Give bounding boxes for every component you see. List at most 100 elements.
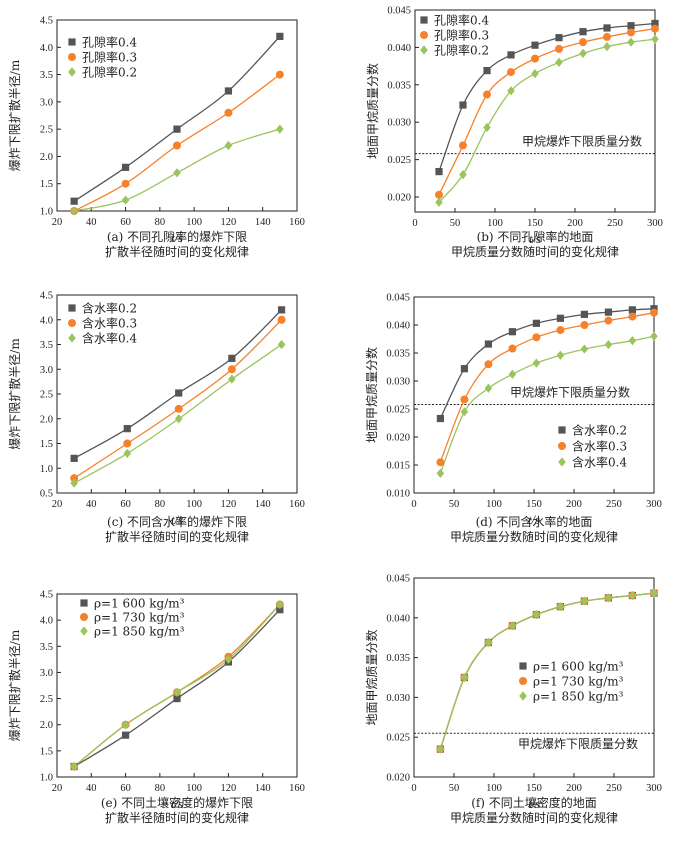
legend-marker-0 <box>558 426 566 434</box>
data-point-s0-1 <box>121 731 130 739</box>
x-tick-label: 100 <box>186 499 202 510</box>
y-tick-label: 3.5 <box>40 642 53 653</box>
data-point-s1-7 <box>604 316 613 325</box>
data-point-s2-2 <box>484 383 493 393</box>
x-tick-label: 80 <box>155 499 166 510</box>
legend-entry-1: ρ=1 730 kg/m³ <box>94 611 185 625</box>
y-tick-label: 0.015 <box>386 461 410 472</box>
y-tick-label: 0.030 <box>386 377 410 388</box>
legend-marker-0 <box>420 16 428 24</box>
chart-panel-4: 20 40 60 80 100 120 140 160 1.0 1.5 2.0 2.5 3.0 3.5 4.… <box>7 590 305 826</box>
threshold-label: 甲烷爆炸下限质量分数 <box>510 385 630 400</box>
legend-marker-1 <box>80 613 88 621</box>
series-line-1 <box>439 312 655 463</box>
caption-line-0: (e) 不同土壤密度的爆炸下限 <box>101 795 253 810</box>
y-tick-label: 3.5 <box>40 340 53 351</box>
x-tick-label: 140 <box>255 217 271 228</box>
legend-entry-2: ρ=1 850 kg/m³ <box>533 690 624 704</box>
y-tick-label: 1.5 <box>40 179 53 190</box>
data-point-s0-1 <box>459 101 467 109</box>
caption-line-0: (c) 不同含水率的爆炸下限 <box>107 514 247 529</box>
legend-marker-2 <box>80 626 88 636</box>
x-tick-label: 50 <box>449 783 460 794</box>
data-point-s0-8 <box>627 22 635 30</box>
x-tick-label: 0 <box>411 499 416 510</box>
x-tick-label: 250 <box>606 783 622 794</box>
x-tick-label: 150 <box>527 218 543 229</box>
x-tick-label: 20 <box>52 217 63 228</box>
plot-frame <box>56 593 298 778</box>
data-point-s2-6 <box>580 596 589 606</box>
data-point-s2-5 <box>556 602 565 612</box>
data-point-s2-3 <box>224 140 233 151</box>
data-point-s0-3 <box>508 328 516 336</box>
x-tick-label: 100 <box>186 217 202 228</box>
data-point-s2-7 <box>603 42 611 52</box>
data-point-s1-5 <box>556 326 565 335</box>
x-tick-label: 60 <box>120 217 131 228</box>
data-point-s0-0 <box>436 414 444 423</box>
series-line-2 <box>73 343 282 484</box>
legend-entry-1: 孔隙率0.3 <box>82 50 137 65</box>
data-point-s0-0 <box>435 168 443 176</box>
y-tick-label: 0.045 <box>386 293 410 304</box>
x-tick-label: 200 <box>566 499 582 510</box>
x-tick-label: 200 <box>567 218 583 229</box>
x-tick-label: 160 <box>289 217 305 228</box>
y-tick-label: 4.5 <box>40 291 53 302</box>
legend-marker-2 <box>420 45 428 55</box>
data-point-s2-5 <box>556 350 565 360</box>
caption-line-1: 甲烷质量分数随时间的变化规律 <box>450 529 618 544</box>
data-point-s0-7 <box>603 24 611 32</box>
data-point-s2-1 <box>460 672 469 683</box>
x-tick-label: 160 <box>289 783 305 794</box>
x-tick-label: 150 <box>526 783 542 794</box>
data-point-s2-1 <box>121 720 130 730</box>
x-tick-label: 300 <box>646 783 662 794</box>
chart-panel-5: 0 50 100 150 200 250 300 0.020 0.025 0.030 0.035 0.… <box>364 574 662 826</box>
data-point-s2-1 <box>121 195 130 205</box>
data-point-s1-5 <box>555 44 563 53</box>
y-tick-label: 0.025 <box>387 155 411 166</box>
y-tick-label: 3.0 <box>40 97 53 108</box>
x-tick-label: 140 <box>255 499 271 510</box>
data-point-s2-2 <box>173 168 181 178</box>
data-point-s0-2 <box>173 125 181 133</box>
data-point-s1-9 <box>651 24 659 33</box>
data-point-s0-2 <box>484 340 492 348</box>
x-tick-label: 160 <box>289 499 305 510</box>
data-point-s0-0 <box>70 454 78 462</box>
data-point-s1-4 <box>275 70 284 79</box>
y-tick-label: 4.0 <box>40 315 53 326</box>
x-tick-label: 100 <box>186 783 202 794</box>
data-point-s1-4 <box>532 333 541 342</box>
y-tick-label: 2.0 <box>40 414 53 425</box>
x-tick-label: 50 <box>450 218 461 229</box>
legend-marker-1 <box>558 442 566 450</box>
y-axis-label: 地面甲烷质量分数 <box>365 63 380 159</box>
legend-marker-0 <box>68 304 76 312</box>
data-point-s2-3 <box>228 374 236 384</box>
data-point-s0-4 <box>276 32 284 40</box>
y-tick-label: 0.045 <box>387 6 411 17</box>
x-axis-label: t/s <box>528 797 540 811</box>
x-tick-label: 120 <box>221 499 237 510</box>
x-tick-label: 80 <box>155 783 166 794</box>
chart-panel-2: 20 40 60 80 100 120 140 160 0.5 1.0 1.5 2.0 2.5 3.0 3.… <box>7 291 305 545</box>
data-point-s0-6 <box>580 310 588 318</box>
legend-marker-1 <box>68 53 76 61</box>
y-tick-label: 0.025 <box>386 405 410 416</box>
y-tick-label: 0.5 <box>40 489 53 500</box>
legend-marker-1 <box>519 677 527 685</box>
threshold-label: 甲烷爆炸下限质量分数 <box>518 736 638 751</box>
data-point-s0-5 <box>556 314 564 322</box>
data-point-s2-0 <box>436 468 445 478</box>
y-tick-label: 1.0 <box>40 207 53 218</box>
legend-marker-2 <box>519 691 527 701</box>
y-axis-label: 爆炸下限扩散半径/m <box>7 59 22 171</box>
legend-marker-0 <box>80 599 88 607</box>
data-point-s0-1 <box>460 365 468 373</box>
data-point-s2-0 <box>435 197 443 207</box>
legend-entry-1: ρ=1 730 kg/m³ <box>533 675 624 689</box>
legend-entry-1: 含水率0.3 <box>572 439 627 454</box>
